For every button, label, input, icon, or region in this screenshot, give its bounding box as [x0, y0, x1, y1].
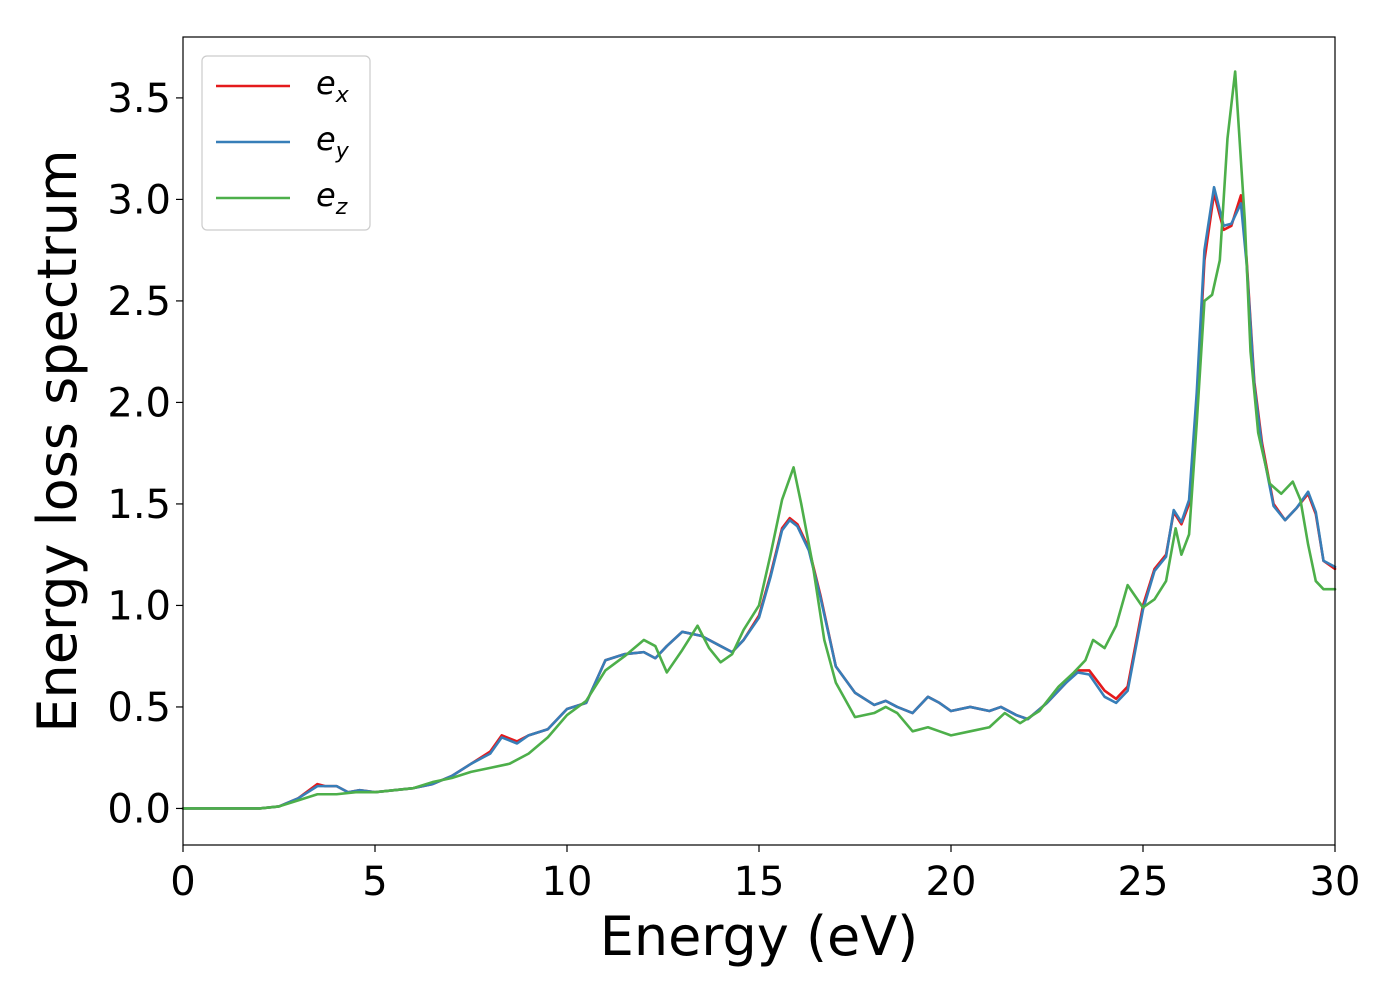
x-tick-label: 0 — [170, 859, 195, 905]
y-tick-label: 2.5 — [107, 279, 171, 325]
x-tick-label: 5 — [362, 859, 387, 905]
y-axis-title: Energy loss spectrum — [26, 149, 89, 732]
y-tick-label: 1.5 — [107, 482, 171, 528]
x-tick-label: 25 — [1118, 859, 1169, 905]
x-tick-label: 20 — [926, 859, 977, 905]
y-tick-label: 1.0 — [107, 583, 171, 629]
y-tick-label: 0.5 — [107, 685, 171, 731]
y-tick-label: 0.0 — [107, 786, 171, 832]
series-layer — [181, 70, 1337, 810]
x-tick-label: 15 — [734, 859, 785, 905]
series-line-e-z — [181, 70, 1337, 810]
y-tick-label: 2.0 — [107, 380, 171, 426]
y-tick-label: 3.0 — [107, 177, 171, 223]
plot-area — [183, 37, 1335, 845]
y-axis: 0.0 0.5 1.0 1.5 2.0 2.5 3.0 3.5 — [107, 76, 183, 832]
x-axis-title: Energy (eV) — [600, 905, 919, 968]
x-tick-label: 30 — [1310, 859, 1361, 905]
x-tick-label: 10 — [542, 859, 593, 905]
y-tick-label: 3.5 — [107, 76, 171, 122]
x-axis: 0 5 10 15 20 25 30 — [170, 845, 1360, 905]
legend-label: ez — [316, 176, 348, 220]
legend-label: ey — [316, 120, 350, 164]
legend: ex ey ez — [201, 55, 371, 231]
legend-label: ex — [316, 64, 350, 108]
